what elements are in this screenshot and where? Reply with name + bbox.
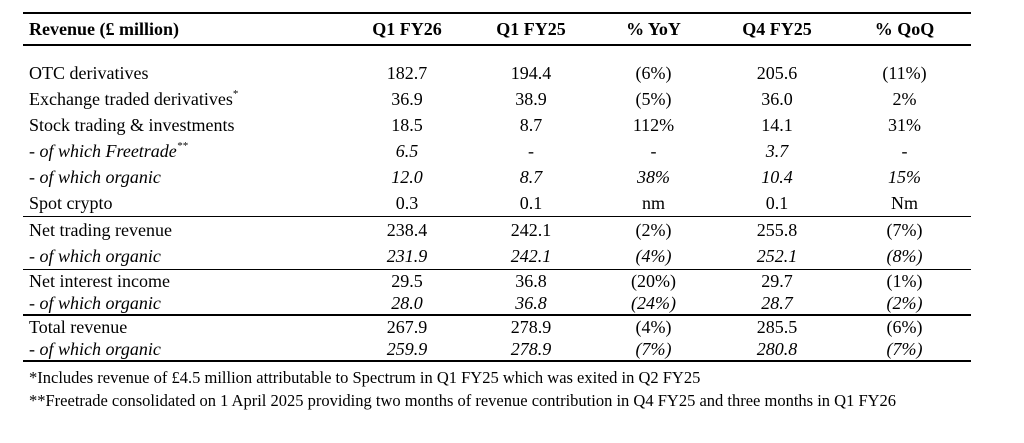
spacer-row bbox=[23, 45, 971, 60]
cell-q4-fy25: 0.1 bbox=[765, 193, 789, 213]
cell-q1-fy25: 242.1 bbox=[471, 216, 591, 243]
row-label: - of which Freetrade** bbox=[29, 140, 188, 162]
table-row: Net trading revenue 238.4 242.1 (2%) 255… bbox=[23, 216, 971, 243]
cell-q1-fy26: 12.0 bbox=[391, 167, 423, 187]
cell-qoq: 15% bbox=[888, 167, 921, 187]
cell-q1-fy25: 242.1 bbox=[510, 246, 552, 266]
row-label: Total revenue bbox=[23, 314, 343, 338]
cell-q4-fy25: 14.1 bbox=[761, 115, 793, 135]
row-label: - of which organic bbox=[29, 167, 161, 187]
cell-q1-fy26: 29.5 bbox=[343, 269, 471, 292]
header-q4-fy25: Q4 FY25 bbox=[716, 12, 838, 46]
table-row: - of which organic 231.9 242.1 (4%) 252.… bbox=[23, 243, 971, 270]
row-label: Spot crypto bbox=[29, 193, 113, 213]
table-row: - of which organic 28.0 36.8 (24%) 28.7 … bbox=[23, 292, 971, 315]
cell-qoq: (6%) bbox=[838, 314, 971, 338]
cell-q1-fy26: 259.9 bbox=[343, 338, 471, 362]
revenue-table: Revenue (£ million) Q1 FY26 Q1 FY25 % Yo… bbox=[23, 12, 971, 362]
cell-yoy: nm bbox=[641, 193, 665, 213]
cell-q1-fy26: 267.9 bbox=[343, 314, 471, 338]
cell-q4-fy25: 255.8 bbox=[716, 216, 838, 243]
cell-yoy: (24%) bbox=[631, 293, 676, 313]
cell-qoq: (2%) bbox=[886, 293, 923, 313]
cell-qoq: (7%) bbox=[838, 216, 971, 243]
cell-q4-fy25: 36.0 bbox=[761, 89, 793, 109]
row-label: - of which organic bbox=[23, 338, 343, 362]
table-row: Stock trading & investments 18.5 8.7 112… bbox=[23, 112, 971, 138]
row-label: - of which organic bbox=[29, 293, 161, 313]
cell-q1-fy25: 36.8 bbox=[471, 269, 591, 292]
table-row: Total revenue 267.9 278.9 (4%) 285.5 (6%… bbox=[23, 314, 971, 338]
cell-q1-fy25: - bbox=[528, 141, 534, 161]
footnote-spectrum: *Includes revenue of £4.5 million attrib… bbox=[29, 368, 701, 387]
cell-yoy: (4%) bbox=[591, 314, 716, 338]
row-label: Exchange traded derivatives* bbox=[29, 88, 239, 110]
row-label: Net interest income bbox=[23, 269, 343, 292]
cell-q1-fy26: 238.4 bbox=[343, 216, 471, 243]
cell-yoy: (5%) bbox=[635, 89, 672, 109]
header-revenue: Revenue (£ million) bbox=[23, 12, 343, 46]
table-row: Spot crypto 0.3 0.1 nm 0.1 Nm bbox=[23, 190, 971, 217]
row-label: OTC derivatives bbox=[29, 63, 149, 83]
footnote-freetrade: **Freetrade consolidated on 1 April 2025… bbox=[29, 391, 897, 410]
cell-yoy: 38% bbox=[637, 167, 670, 187]
cell-yoy: (20%) bbox=[591, 269, 716, 292]
table-row: - of which Freetrade** 6.5 - - 3.7 - bbox=[23, 138, 971, 164]
row-label: - of which organic bbox=[29, 246, 161, 266]
header-row: Revenue (£ million) Q1 FY26 Q1 FY25 % Yo… bbox=[23, 12, 971, 46]
cell-q1-fy26: 0.3 bbox=[395, 193, 419, 213]
cell-q4-fy25: 205.6 bbox=[756, 63, 798, 83]
cell-qoq: Nm bbox=[891, 193, 918, 213]
cell-q1-fy25: 38.9 bbox=[515, 89, 547, 109]
table-row: Net interest income 29.5 36.8 (20%) 29.7… bbox=[23, 269, 971, 292]
cell-q1-fy25: 36.8 bbox=[515, 293, 547, 313]
cell-q1-fy25: 0.1 bbox=[519, 193, 543, 213]
footnotes: *Includes revenue of £4.5 million attrib… bbox=[23, 366, 971, 412]
cell-qoq: (8%) bbox=[886, 246, 923, 266]
cell-yoy: (7%) bbox=[591, 338, 716, 362]
cell-q4-fy25: 252.1 bbox=[756, 246, 798, 266]
cell-q1-fy26: 36.9 bbox=[391, 89, 423, 109]
cell-qoq: (1%) bbox=[838, 269, 971, 292]
cell-q1-fy25: 278.9 bbox=[471, 314, 591, 338]
cell-yoy: (4%) bbox=[635, 246, 672, 266]
cell-q4-fy25: 10.4 bbox=[761, 167, 793, 187]
table-row: OTC derivatives 182.7 194.4 (6%) 205.6 (… bbox=[23, 60, 971, 86]
header-qoq: % QoQ bbox=[838, 12, 971, 46]
table-row: - of which organic 259.9 278.9 (7%) 280.… bbox=[23, 338, 971, 362]
header-q1-fy26: Q1 FY26 bbox=[343, 12, 471, 46]
cell-q1-fy26: 28.0 bbox=[391, 293, 423, 313]
table-row: - of which organic 12.0 8.7 38% 10.4 15% bbox=[23, 164, 971, 190]
cell-yoy: - bbox=[650, 141, 657, 161]
cell-q1-fy26: 231.9 bbox=[386, 246, 428, 266]
cell-qoq: (7%) bbox=[838, 338, 971, 362]
cell-yoy: (6%) bbox=[635, 63, 672, 83]
revenue-table-section: Revenue (£ million) Q1 FY26 Q1 FY25 % Yo… bbox=[23, 12, 971, 412]
header-q1-fy25: Q1 FY25 bbox=[471, 12, 591, 46]
cell-q1-fy25: 8.7 bbox=[519, 167, 543, 187]
cell-qoq: 31% bbox=[888, 115, 921, 135]
cell-q4-fy25: 280.8 bbox=[716, 338, 838, 362]
cell-q1-fy25: 194.4 bbox=[510, 63, 552, 83]
cell-yoy: (2%) bbox=[591, 216, 716, 243]
row-label: Net trading revenue bbox=[23, 216, 343, 243]
cell-q1-fy26: 182.7 bbox=[386, 63, 428, 83]
header-yoy: % YoY bbox=[591, 12, 716, 46]
cell-q4-fy25: 29.7 bbox=[716, 269, 838, 292]
row-label: Stock trading & investments bbox=[29, 115, 235, 135]
cell-q4-fy25: 285.5 bbox=[716, 314, 838, 338]
cell-q1-fy26: 18.5 bbox=[391, 115, 423, 135]
cell-q1-fy25: 8.7 bbox=[519, 115, 543, 135]
cell-q4-fy25: 28.7 bbox=[761, 293, 793, 313]
cell-yoy: 112% bbox=[632, 115, 675, 135]
cell-q4-fy25: 3.7 bbox=[765, 141, 789, 161]
cell-qoq: - bbox=[901, 141, 908, 161]
cell-q1-fy25: 278.9 bbox=[471, 338, 591, 362]
cell-qoq: (11%) bbox=[882, 63, 927, 83]
table-row: Exchange traded derivatives* 36.9 38.9 (… bbox=[23, 86, 971, 112]
cell-qoq: 2% bbox=[892, 89, 917, 109]
cell-q1-fy26: 6.5 bbox=[395, 141, 419, 161]
